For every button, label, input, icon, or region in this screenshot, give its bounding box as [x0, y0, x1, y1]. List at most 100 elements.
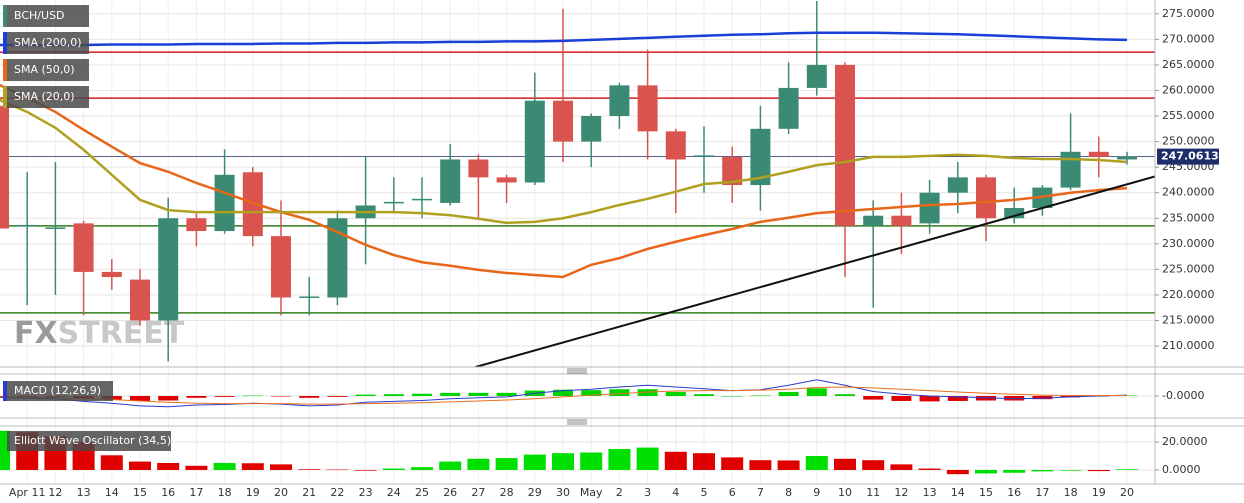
x-tick-label: 8: [785, 486, 792, 499]
candle-body: [919, 192, 940, 224]
ewo-bar: [580, 452, 603, 470]
macd-bar: [947, 396, 968, 401]
x-tick-label: 17: [189, 486, 203, 499]
x-tick-label: Apr 11: [9, 486, 46, 499]
y-tick-label: 255.0000: [1162, 109, 1215, 122]
x-tick-label: 19: [246, 486, 260, 499]
candle-body: [101, 271, 122, 278]
current-price-label: 247.06137: [1161, 150, 1226, 163]
legend-swatch: [3, 32, 7, 54]
resize-handle[interactable]: [567, 419, 587, 425]
ewo-bar: [721, 457, 744, 470]
macd-bar: [863, 396, 884, 400]
candle-body: [440, 159, 461, 203]
y-tick-label: 210.0000: [1162, 339, 1215, 352]
sma-line: [0, 83, 1128, 279]
macd-bar: [722, 396, 743, 397]
x-tick-label: 13: [77, 486, 91, 499]
candle-body: [863, 215, 884, 226]
x-tick-label: 10: [838, 486, 852, 499]
y-tick-label: 215.0000: [1162, 313, 1215, 326]
ewo-bar: [523, 454, 546, 470]
ewo-bar: [862, 460, 885, 470]
legend-label: SMA (200,0): [14, 36, 82, 49]
candle-body: [383, 201, 404, 204]
y-tick-label: 275.0000: [1162, 7, 1215, 20]
ewo-bar: [834, 458, 856, 470]
x-tick-label: 20: [1120, 486, 1134, 499]
ewo-bar: [129, 461, 151, 470]
macd-line: [0, 386, 1127, 405]
x-tick-label: 27: [471, 486, 485, 499]
candle-body: [835, 64, 855, 226]
sma-line: [0, 98, 1128, 225]
legend-box: [3, 5, 89, 27]
macd-bar: [919, 396, 940, 402]
y-tick-label: 265.0000: [1162, 58, 1215, 71]
ewo-bar: [1031, 469, 1054, 472]
macd-bar: [750, 395, 771, 397]
x-tick-label: 22: [330, 486, 344, 499]
candle-body: [637, 85, 658, 132]
x-tick-label: 18: [1064, 486, 1078, 499]
ewo-bar: [777, 460, 800, 470]
candle-body: [722, 156, 743, 186]
y-tick-label: 0.0000: [1162, 463, 1201, 476]
ewo-bar: [636, 447, 659, 470]
ewo-bar: [354, 469, 377, 471]
ewo-bar: [495, 458, 518, 470]
x-tick-label: 9: [813, 486, 820, 499]
y-tick-label: 270.0000: [1162, 32, 1215, 45]
macd-bar: [271, 396, 291, 397]
candle-body: [186, 218, 207, 232]
x-tick-label: 26: [443, 486, 457, 499]
candle-body: [17, 224, 38, 227]
ewo-bar: [552, 453, 574, 470]
x-tick-label: 21: [302, 486, 316, 499]
macd-bar: [891, 396, 912, 401]
x-tick-label: 15: [979, 486, 993, 499]
candle-body: [299, 296, 320, 298]
y-tick-label: 240.0000: [1162, 186, 1215, 199]
sma-line: [0, 31, 1128, 47]
x-tick-label: 13: [923, 486, 937, 499]
candle-body: [1117, 156, 1137, 160]
legend-label: BCH/USD: [14, 9, 65, 22]
x-tick-label: 20: [274, 486, 288, 499]
ewo-bar: [1059, 469, 1082, 471]
candle-body: [524, 100, 545, 183]
ewo-bar: [890, 464, 913, 470]
candle-body: [130, 279, 150, 321]
panel-label-box: [3, 431, 171, 451]
candle-body: [553, 100, 573, 142]
candle-body: [665, 131, 686, 160]
ewo-bar: [693, 453, 715, 470]
x-tick-label: 3: [644, 486, 651, 499]
macd-bar: [383, 394, 404, 396]
x-tick-label: 2: [616, 486, 623, 499]
macd-bar: [835, 394, 855, 396]
legend-box: [3, 59, 89, 81]
x-tick-label: 29: [528, 486, 542, 499]
legend-swatch: [3, 5, 7, 27]
current-price-box: [1157, 148, 1219, 165]
panel-label-box: [3, 381, 113, 401]
macd-bar: [186, 396, 207, 398]
resize-handle[interactable]: [567, 368, 587, 374]
candle-body: [1088, 151, 1109, 157]
macd-bar: [242, 395, 263, 397]
candle-body: [694, 155, 714, 157]
macd-bar: [440, 392, 461, 396]
ewo-bar: [213, 462, 236, 470]
ewo-bar: [1003, 469, 1026, 473]
watermark-fx: FX: [14, 316, 58, 351]
ewo-bar: [411, 467, 433, 470]
panel-label-swatch: [3, 381, 7, 401]
trendline: [475, 175, 1155, 367]
x-tick-label: 18: [218, 486, 232, 499]
y-tick-label: 250.0000: [1162, 135, 1215, 148]
macd-bar: [1032, 396, 1053, 400]
y-tick-label: 235.0000: [1162, 211, 1215, 224]
